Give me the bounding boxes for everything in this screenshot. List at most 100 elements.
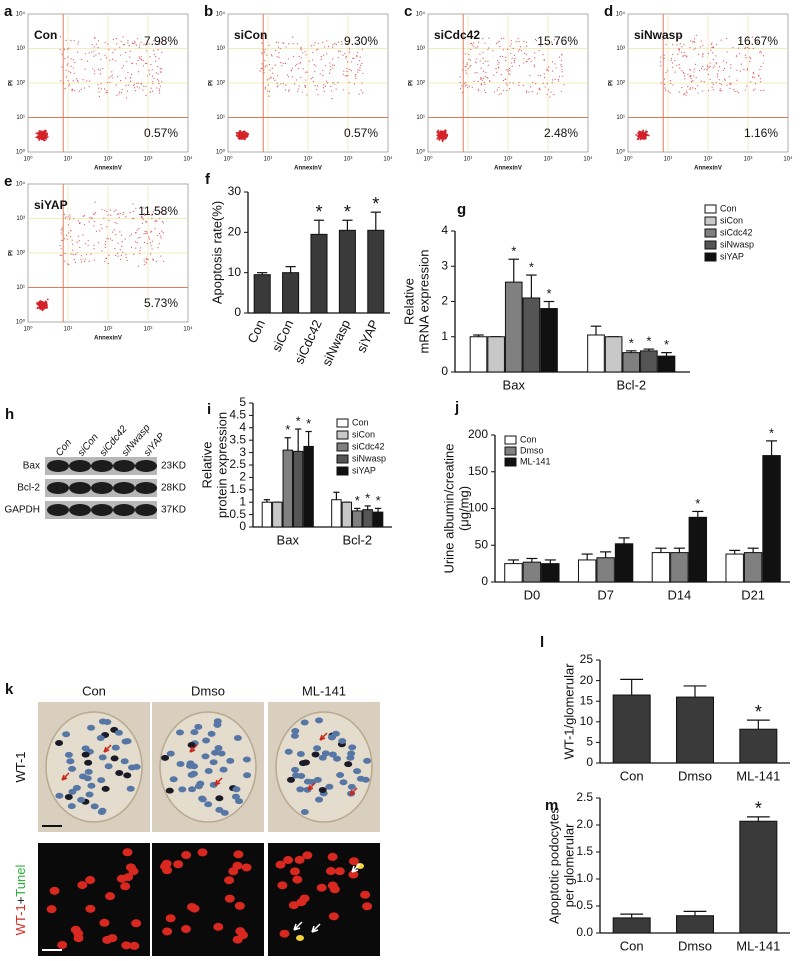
event-dot [126, 90, 129, 92]
event-dot [496, 71, 498, 73]
event-dot [152, 211, 154, 213]
event-dot [159, 71, 161, 73]
event-dot [563, 84, 565, 86]
nucleus [327, 734, 336, 741]
event-dot [441, 136, 444, 139]
event-dot [270, 77, 272, 79]
event-dot [276, 75, 278, 77]
event-dot [502, 49, 505, 51]
event-dot [130, 233, 133, 235]
event-dot [736, 90, 738, 92]
x-tick-label: 10³ [144, 327, 153, 333]
event-dot [642, 133, 645, 135]
arrow [61, 772, 70, 781]
event-dot [745, 47, 747, 49]
event-dot [111, 74, 113, 76]
nucleus-fluorescence [173, 860, 184, 869]
upper-right-percent: 15.76% [537, 34, 578, 48]
event-dot [131, 42, 134, 44]
event-dot [116, 94, 118, 97]
event-dot [546, 82, 548, 85]
event-dot [663, 78, 666, 80]
panel-letter: d [604, 3, 613, 20]
bar [310, 233, 328, 314]
event-dot [161, 51, 163, 53]
event-dot [298, 85, 300, 87]
event-dot [76, 252, 78, 254]
event-dot [39, 303, 42, 306]
significance-mark: * [629, 335, 634, 350]
y-axis-label: PI [9, 250, 15, 256]
event-dot [158, 82, 160, 85]
nucleus [339, 779, 348, 786]
bar [504, 563, 523, 583]
nucleus [96, 735, 105, 742]
event-dot [679, 67, 681, 69]
event-dot [59, 36, 62, 38]
event-dot [70, 230, 72, 232]
event-dot [331, 97, 333, 100]
event-dot [327, 82, 329, 84]
event-dot [470, 48, 472, 50]
nucleus [313, 745, 322, 752]
nucleus [291, 727, 300, 734]
nucleus [127, 764, 136, 771]
event-dot [726, 84, 728, 86]
event-dot [146, 75, 149, 77]
event-dot [327, 45, 330, 48]
blot-band [47, 460, 69, 472]
event-dot [99, 69, 101, 71]
event-dot [71, 89, 74, 91]
y-tick-label: 10² [216, 81, 225, 87]
event-dot [40, 133, 43, 136]
event-dot [465, 72, 467, 74]
arrow [293, 921, 303, 931]
y-tick-label: 10² [16, 81, 25, 87]
event-dot [701, 66, 704, 68]
event-dot [362, 92, 364, 94]
event-dot [488, 47, 490, 49]
event-dot [304, 85, 306, 87]
event-dot [61, 239, 63, 242]
event-dot [93, 248, 95, 250]
event-dot [746, 46, 749, 49]
event-dot [339, 50, 341, 52]
event-dot [135, 63, 138, 65]
upper-right-percent: 11.58% [138, 204, 178, 218]
event-dot [100, 88, 103, 90]
event-dot [335, 43, 337, 46]
event-dot [561, 53, 563, 55]
event-dot [145, 94, 147, 97]
event-dot [523, 58, 525, 60]
size-label: 23KD [161, 461, 186, 472]
event-dot [754, 82, 757, 84]
event-dot [82, 79, 84, 81]
nucleus-fluorescence [128, 867, 139, 876]
event-dot [80, 255, 82, 257]
event-dot [709, 62, 711, 64]
event-dot [285, 84, 287, 86]
nucleus-fluorescence [362, 902, 373, 911]
event-dot [473, 80, 475, 83]
y-tick-label: 10⁴ [416, 11, 426, 18]
event-dot [693, 40, 695, 43]
y-tick-label: 2 [441, 294, 448, 308]
event-dot [100, 58, 102, 61]
bar [743, 552, 763, 583]
event-dot [38, 129, 41, 132]
event-dot [341, 43, 343, 45]
event-dot [663, 54, 665, 56]
event-dot [347, 61, 349, 63]
tunel-positive [356, 863, 364, 869]
blot-band [91, 460, 113, 472]
event-dot [438, 138, 441, 141]
event-dot [444, 129, 447, 132]
event-dot [104, 209, 106, 211]
event-dot [294, 83, 296, 85]
event-dot [712, 83, 715, 85]
bar [338, 229, 356, 314]
event-dot [720, 90, 722, 92]
nucleus [363, 757, 372, 764]
event-dot [326, 53, 328, 55]
event-dot [692, 79, 694, 82]
